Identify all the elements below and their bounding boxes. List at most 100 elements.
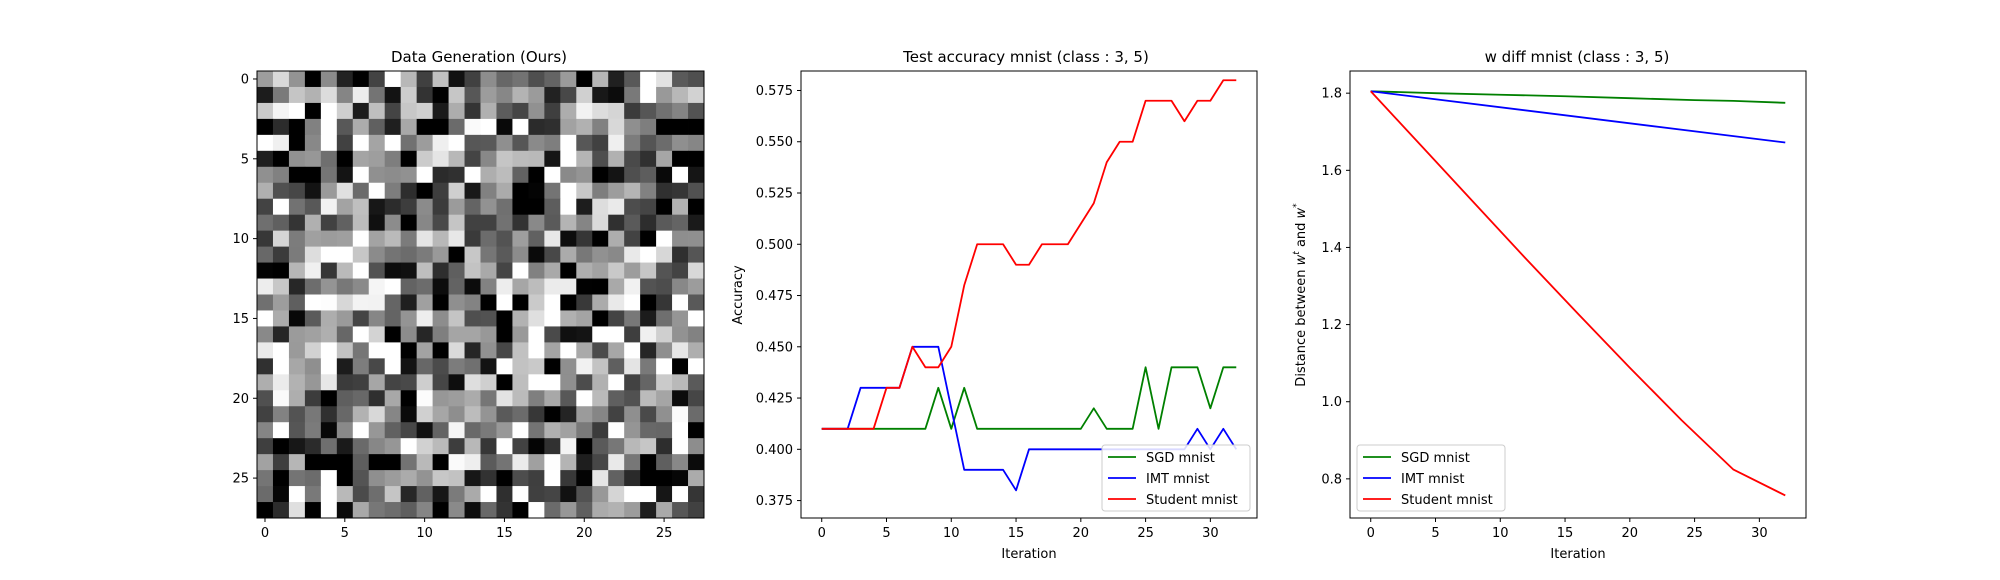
heatmap-cell bbox=[624, 230, 641, 247]
heatmap-cell bbox=[352, 358, 370, 375]
heatmap-cell bbox=[624, 438, 641, 455]
accuracy-ytick-label: 0.450 bbox=[756, 340, 793, 355]
heatmap-cell bbox=[336, 342, 354, 359]
heatmap-cell bbox=[272, 230, 290, 247]
heatmap-cell bbox=[624, 246, 641, 263]
heatmap-cells bbox=[257, 71, 705, 519]
wdiff-plot: 0 5 10 15 20 25 30 0.8 1.0 1.2 1.4 1.6 1.8 bbox=[1321, 87, 1786, 541]
heatmap-cell bbox=[592, 454, 609, 471]
heatmap-cell bbox=[400, 470, 418, 487]
heatmap-cell bbox=[320, 102, 338, 120]
heatmap-cell bbox=[576, 118, 593, 136]
heatmap-cell bbox=[672, 86, 689, 104]
heatmap-cell bbox=[336, 118, 354, 136]
heatmap-cell bbox=[400, 86, 418, 104]
heatmap-cell bbox=[400, 342, 418, 359]
heatmap-cell bbox=[512, 150, 529, 168]
heatmap-cell bbox=[480, 198, 497, 216]
heatmap-cell bbox=[368, 358, 386, 375]
heatmap-cell bbox=[272, 214, 290, 232]
heatmap-cell bbox=[672, 454, 689, 471]
heatmap-cell bbox=[592, 86, 609, 104]
heatmap-cell bbox=[400, 406, 418, 423]
heatmap-cell bbox=[592, 134, 609, 152]
accuracy-xtick-label: 5 bbox=[882, 526, 890, 541]
heatmap-cell bbox=[624, 86, 641, 104]
heatmap-cell bbox=[560, 374, 577, 391]
heatmap-cell bbox=[448, 134, 465, 152]
wdiff-xtick-label: 25 bbox=[1686, 526, 1703, 541]
heatmap-cell bbox=[288, 230, 306, 247]
heatmap-cell bbox=[624, 454, 641, 471]
heatmap-cell bbox=[464, 166, 481, 184]
heatmap-cell bbox=[512, 246, 529, 263]
heatmap-cell bbox=[608, 422, 625, 439]
accuracy-panel: Test accuracy mnist (class : 3, 5) 0 5 10 1… bbox=[731, 48, 1258, 562]
heatmap-cell bbox=[257, 166, 274, 184]
heatmap-cell bbox=[560, 182, 577, 200]
heatmap-cell bbox=[640, 390, 657, 407]
heatmap-cell bbox=[272, 422, 290, 439]
heatmap-cell bbox=[288, 502, 306, 519]
heatmap-cell bbox=[352, 422, 370, 439]
heatmap-cell bbox=[672, 326, 689, 343]
heatmap-cell bbox=[288, 246, 306, 263]
heatmap-cell bbox=[304, 262, 322, 279]
heatmap-cell bbox=[288, 182, 306, 200]
heatmap-cell bbox=[592, 342, 609, 359]
heatmap-cell bbox=[416, 326, 433, 343]
heatmap-cell bbox=[480, 326, 497, 343]
heatmap-cell bbox=[608, 118, 625, 136]
heatmap-cell bbox=[608, 390, 625, 407]
heatmap-cell bbox=[576, 102, 593, 120]
heatmap-cell bbox=[448, 262, 465, 279]
heatmap-cell bbox=[464, 214, 481, 232]
heatmap-cell bbox=[688, 246, 705, 263]
heatmap-cell bbox=[544, 86, 561, 104]
wdiff-legend-label-imt: IMT mnist bbox=[1401, 472, 1465, 487]
accuracy-frame bbox=[800, 70, 1258, 519]
heatmap-cell bbox=[352, 214, 370, 232]
heatmap-cell bbox=[416, 71, 433, 88]
heatmap-cell bbox=[320, 262, 338, 279]
heatmap-cell bbox=[544, 214, 561, 232]
heatmap-cell bbox=[496, 406, 513, 423]
heatmap-cell bbox=[448, 278, 465, 295]
heatmap-cell bbox=[656, 422, 673, 439]
heatmap-cell bbox=[257, 150, 274, 168]
heatmap-cell bbox=[352, 406, 370, 423]
heatmap-cell bbox=[272, 502, 290, 519]
heatmap-cell bbox=[512, 262, 529, 279]
accuracy-legend: SGD mnist IMT mnist Student mnist bbox=[1101, 444, 1251, 512]
heatmap-cell bbox=[432, 246, 449, 263]
heatmap-cell bbox=[528, 358, 545, 375]
heatmap-cell bbox=[257, 71, 274, 88]
heatmap-cell bbox=[640, 182, 657, 200]
heatmap-cell bbox=[592, 294, 609, 311]
heatmap-cell bbox=[608, 342, 625, 359]
heatmap-cell bbox=[464, 502, 481, 519]
heatmap-cell bbox=[400, 71, 418, 88]
heatmap-cell bbox=[688, 134, 705, 152]
heatmap-cell bbox=[304, 454, 322, 471]
wdiff-xtick-label: 10 bbox=[1492, 526, 1509, 541]
heatmap-cell bbox=[400, 150, 418, 168]
heatmap-cell bbox=[432, 198, 449, 216]
heatmap-cell bbox=[336, 310, 354, 327]
heatmap-cell bbox=[480, 294, 497, 311]
heatmap-cell bbox=[512, 454, 529, 471]
heatmap-cell bbox=[576, 294, 593, 311]
heatmap-cell bbox=[672, 278, 689, 295]
heatmap-cell bbox=[576, 438, 593, 455]
heatmap-ytick-label: 10 bbox=[232, 232, 249, 247]
heatmap-cell bbox=[352, 310, 370, 327]
heatmap-cell bbox=[416, 262, 433, 279]
heatmap-cell bbox=[432, 150, 449, 168]
heatmap-cell bbox=[560, 246, 577, 263]
heatmap-cell bbox=[672, 502, 689, 519]
heatmap-cell bbox=[464, 230, 481, 247]
heatmap-cell bbox=[592, 230, 609, 247]
heatmap-cell bbox=[480, 262, 497, 279]
heatmap-cell bbox=[656, 102, 673, 120]
heatmap-cell bbox=[448, 71, 465, 88]
